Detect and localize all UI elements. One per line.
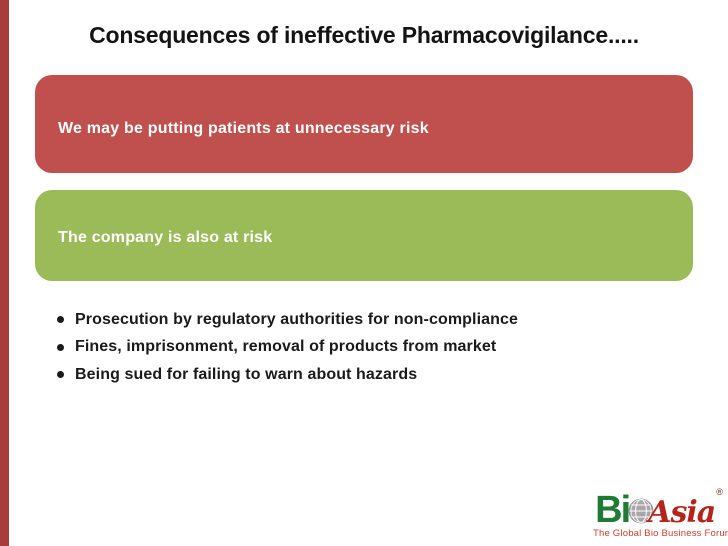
bullet-text: Prosecution by regulatory authorities fo… <box>75 310 518 328</box>
bullet-dot-icon <box>57 371 64 379</box>
logo-tagline: The Global Bio Business Forum <box>593 528 728 539</box>
callout-text: The company is also at risk <box>58 228 273 246</box>
bioasia-logo: Bi Asia ® The Global Bio Business Forum <box>593 486 728 540</box>
registered-mark: ® <box>716 487 723 497</box>
slide-title: Consequences of ineffective Pharmacovigi… <box>89 22 639 49</box>
callout-text: We may be putting patients at unnecessar… <box>58 120 429 137</box>
bullet-dot-icon <box>57 316 64 324</box>
bullet-dot-icon <box>57 343 64 351</box>
logo-asia-text: Asia <box>648 495 716 530</box>
bullet-text: Fines, imprisonment, removal of products… <box>75 338 497 356</box>
bullet-list: Prosecution by regulatory authorities fo… <box>57 306 687 389</box>
callout-box-patients-risk: We may be putting patients at unnecessar… <box>35 75 693 173</box>
logo-bi-text: Bi <box>595 488 631 531</box>
logo-wordmark: Bi Asia ® <box>593 486 725 531</box>
bullet-item: Fines, imprisonment, removal of products… <box>57 334 687 362</box>
globe-icon <box>628 498 654 524</box>
bullet-item: Prosecution by regulatory authorities fo… <box>57 306 687 334</box>
bullet-item: Being sued for failing to warn about haz… <box>57 361 687 389</box>
callout-box-company-risk: The company is also at risk <box>35 190 693 281</box>
bullet-text: Being sued for failing to warn about haz… <box>75 365 418 383</box>
left-accent-bar <box>0 0 9 546</box>
